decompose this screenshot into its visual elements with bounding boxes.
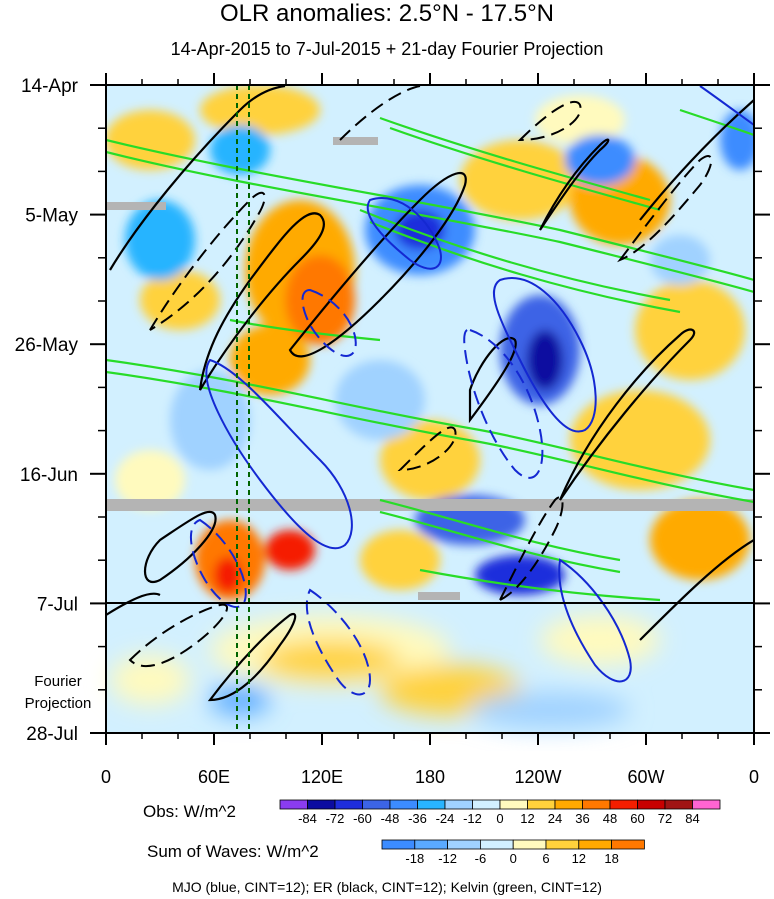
obs-colorbar-swatch	[609, 799, 638, 810]
obs-colorbar-swatch	[554, 799, 583, 810]
sow-colorbar-swatch	[611, 839, 645, 850]
obs-colorbar-swatch	[527, 799, 556, 810]
kelvin-contours	[106, 108, 754, 602]
obs-colorbar-swatch	[472, 799, 501, 810]
obs-colorbar-label: -72	[326, 811, 345, 826]
er-contours-negative	[128, 85, 713, 668]
projection-label: Fourier	[34, 673, 82, 690]
sow-colorbar-swatch	[447, 839, 481, 850]
obs-colorbar-label: 72	[658, 811, 672, 826]
obs-colorbar-swatch	[664, 799, 693, 810]
sow-colorbar-label: Sum of Waves: W/m^2	[147, 842, 319, 861]
obs-colorbar-label: -12	[463, 811, 482, 826]
sow-colorbar-label: -18	[405, 851, 424, 866]
mjo-contours-negative	[189, 288, 544, 696]
obs-colorbar-label: 12	[520, 811, 534, 826]
obs-colorbar-label: 84	[685, 811, 699, 826]
x-tick-label: 180	[415, 767, 445, 787]
y-tick-label: 26-May	[15, 335, 79, 356]
obs-colorbar-label: -48	[381, 811, 400, 826]
sow-colorbar-label: -6	[475, 851, 487, 866]
y-tick-label: 16-Jun	[20, 465, 78, 486]
sum-of-waves-colorbar: -18 -12 -6 0 6 12 18	[381, 839, 645, 866]
x-tick-label: 60E	[198, 767, 230, 787]
obs-colorbar-swatch	[307, 799, 336, 810]
obs-colorbar-label: -24	[436, 811, 455, 826]
projection-label: Projection	[25, 695, 92, 712]
x-tick-label: 120E	[301, 767, 343, 787]
x-tick-label: 60W	[627, 767, 664, 787]
y-axis: 14-Apr 5-May 26-May 16-Jun 7-Jul 28-Jul Fourie…	[15, 76, 770, 745]
x-tick-label: 0	[749, 767, 759, 787]
sow-colorbar-swatch	[479, 839, 514, 850]
obs-colorbar-swatch	[692, 799, 721, 810]
obs-colorbar-label: Obs: W/m^2	[143, 802, 236, 821]
obs-colorbar-label: -36	[408, 811, 427, 826]
sow-colorbar-label: 18	[604, 851, 618, 866]
obs-colorbar-label: 60	[630, 811, 644, 826]
obs-colorbar-swatch	[389, 799, 418, 810]
obs-colorbar-swatch	[499, 799, 528, 810]
projection-field	[106, 603, 754, 733]
y-tick-label: 14-Apr	[21, 76, 79, 97]
obs-colorbar-label: 0	[496, 811, 503, 826]
er-contours	[106, 85, 754, 702]
y-tick-label: 5-May	[25, 206, 78, 227]
sow-colorbar-swatch	[578, 839, 612, 850]
obs-colorbar-label: 48	[603, 811, 617, 826]
sow-colorbar-label: 0	[510, 851, 517, 866]
obs-colorbar-label: 36	[575, 811, 589, 826]
x-tick-label: 0	[101, 767, 111, 787]
sow-colorbar-label: 6	[542, 851, 549, 866]
sow-colorbar-swatch	[381, 839, 416, 850]
obs-colorbar-swatch	[444, 799, 473, 810]
sow-colorbar-label: 12	[572, 851, 586, 866]
obs-colorbar-swatch	[582, 799, 611, 810]
contour-overlays	[106, 85, 754, 702]
obs-colorbar-label: 24	[548, 811, 562, 826]
sow-colorbar-label: -12	[438, 851, 457, 866]
obs-colorbar-swatch	[637, 799, 666, 810]
missing-data	[106, 137, 754, 600]
obs-colorbar-swatch	[362, 799, 391, 810]
x-tick-label: 120W	[514, 767, 561, 787]
sow-colorbar-swatch	[545, 839, 580, 850]
chart-subtitle: 14-Apr-2015 to 7-Jul-2015 + 21-day Fouri…	[170, 39, 604, 59]
sow-colorbar-swatch	[512, 839, 547, 850]
y-tick-label: 28-Jul	[26, 724, 78, 745]
chart-title: OLR anomalies: 2.5°N - 17.5°N	[219, 0, 554, 27]
obs-colorbar-swatch	[334, 799, 363, 810]
mjo-region-lines	[236, 85, 250, 733]
sow-colorbar-swatch	[414, 839, 448, 850]
mjo-contours	[205, 85, 754, 683]
obs-colorbar-swatch	[417, 799, 446, 810]
contours-legend: MJO (blue, CINT=12); ER (black, CINT=12)…	[172, 879, 602, 895]
obs-colorbar-swatch	[279, 799, 308, 810]
obs-colorbar: -84 -72 -60 -48 -36 -24 -12 0 12 24 36 48 60 72 84	[279, 799, 721, 826]
x-axis: 0 60E 120E 180 120W 60W 0	[101, 73, 759, 787]
obs-colorbar-label: -84	[298, 811, 317, 826]
y-tick-label: 7-Jul	[37, 594, 78, 615]
obs-colorbar-label: -60	[353, 811, 372, 826]
